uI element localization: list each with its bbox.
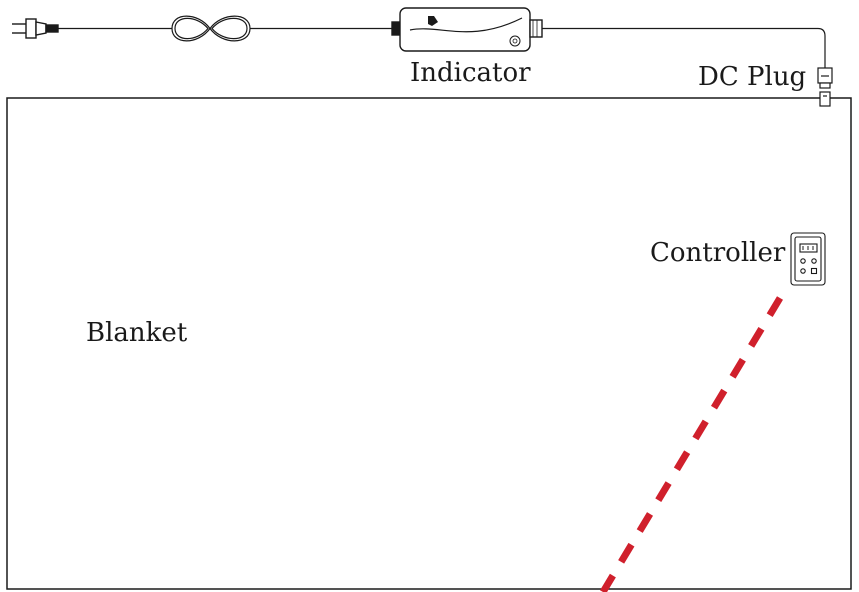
blanket-outline xyxy=(6,97,852,590)
power-plug-icon xyxy=(12,18,59,39)
dc-cord xyxy=(542,27,826,68)
indicator-label: Indicator xyxy=(410,58,531,88)
coiled-cord-icon xyxy=(171,15,251,42)
controller-label: Controller xyxy=(650,238,786,268)
power-adapter-icon xyxy=(391,7,543,52)
dc-plug-label: DC Plug xyxy=(698,62,807,92)
blanket-label: Blanket xyxy=(86,318,188,348)
dc-connector-icon xyxy=(817,67,833,107)
red-dashed-line xyxy=(600,296,783,592)
controller-icon xyxy=(790,232,826,286)
